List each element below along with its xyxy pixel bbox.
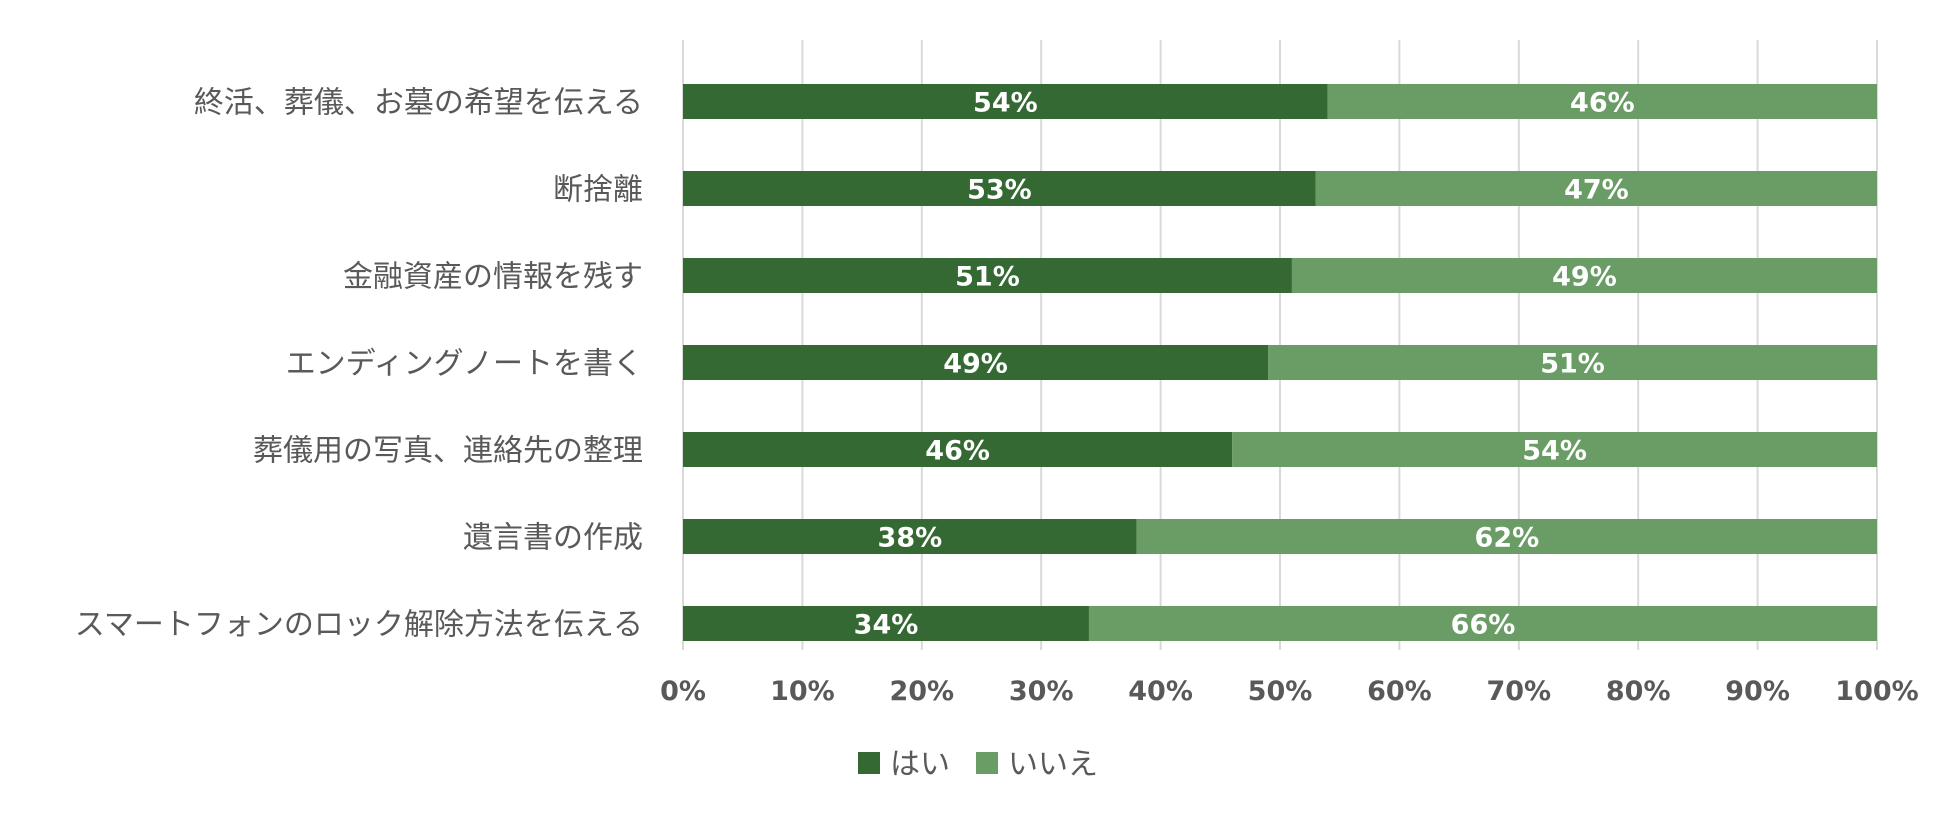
data-label: 54% bbox=[973, 88, 1038, 119]
x-axis-tick-labels: 0% 10% 20% 30% 40% 50% 60% 70% 80% 90% 100% bbox=[660, 676, 1919, 707]
legend-swatch bbox=[858, 752, 880, 774]
x-tick-label: 40% bbox=[1128, 676, 1193, 707]
data-label: 51% bbox=[1540, 349, 1605, 380]
bar-segment bbox=[683, 171, 1316, 206]
x-tick-label: 60% bbox=[1367, 676, 1432, 707]
bar-segment bbox=[1315, 171, 1877, 206]
legend-swatch bbox=[976, 752, 998, 774]
bar-segment bbox=[1088, 606, 1877, 641]
data-label: 54% bbox=[1522, 436, 1587, 467]
data-label: 62% bbox=[1475, 523, 1540, 554]
data-label: 46% bbox=[1570, 88, 1635, 119]
category-label: 断捨離 bbox=[553, 173, 643, 208]
bar-segment bbox=[683, 606, 1089, 641]
x-tick-label: 80% bbox=[1606, 676, 1671, 707]
bar-segment bbox=[683, 258, 1292, 293]
bar-segment bbox=[683, 84, 1328, 119]
x-tick-label: 50% bbox=[1248, 676, 1313, 707]
bar-segment bbox=[1327, 84, 1877, 119]
data-label: 66% bbox=[1451, 610, 1516, 641]
data-labels: 54% 46% 53% 47% 51% 49% 49% 51% 46% 54% 38% 62% 34% 6… bbox=[854, 88, 1635, 641]
category-label: 葬儀用の写真、連絡先の整理 bbox=[253, 434, 643, 469]
category-labels: 終活、葬儀、お墓の希望を伝える断捨離金融資産の情報を残すエンディングノートを書く… bbox=[75, 86, 643, 643]
category-label: エンディングノートを書く bbox=[286, 347, 643, 382]
x-tick-label: 0% bbox=[660, 676, 706, 707]
x-tick-label: 10% bbox=[770, 676, 835, 707]
x-tick-label: 30% bbox=[1009, 676, 1074, 707]
category-label: スマートフォンのロック解除方法を伝える bbox=[75, 608, 643, 643]
legend: はい いいえ bbox=[858, 747, 1098, 782]
x-tick-label: 90% bbox=[1725, 676, 1790, 707]
data-label: 51% bbox=[955, 262, 1020, 293]
data-label: 49% bbox=[943, 349, 1008, 380]
data-label: 46% bbox=[925, 436, 990, 467]
bar-segment bbox=[1268, 345, 1877, 380]
bars bbox=[683, 84, 1877, 641]
x-tick-label: 70% bbox=[1486, 676, 1551, 707]
bar-segment bbox=[1291, 258, 1877, 293]
x-tick-label: 100% bbox=[1835, 676, 1918, 707]
bar-segment bbox=[1136, 519, 1877, 554]
legend-label: はい bbox=[890, 747, 950, 782]
category-label: 終活、葬儀、お墓の希望を伝える bbox=[194, 86, 643, 121]
data-label: 49% bbox=[1552, 262, 1617, 293]
data-label: 47% bbox=[1564, 175, 1629, 206]
bar-segment bbox=[683, 432, 1233, 467]
x-tick-label: 20% bbox=[889, 676, 954, 707]
bar-segment bbox=[683, 519, 1137, 554]
legend-label: いいえ bbox=[1008, 747, 1098, 782]
data-label: 38% bbox=[878, 523, 943, 554]
bar-segment bbox=[1232, 432, 1877, 467]
bar-segment bbox=[683, 345, 1269, 380]
data-label: 34% bbox=[854, 610, 919, 641]
category-label: 遺言書の作成 bbox=[463, 521, 643, 556]
category-label: 金融資産の情報を残す bbox=[343, 260, 643, 295]
data-label: 53% bbox=[967, 175, 1032, 206]
